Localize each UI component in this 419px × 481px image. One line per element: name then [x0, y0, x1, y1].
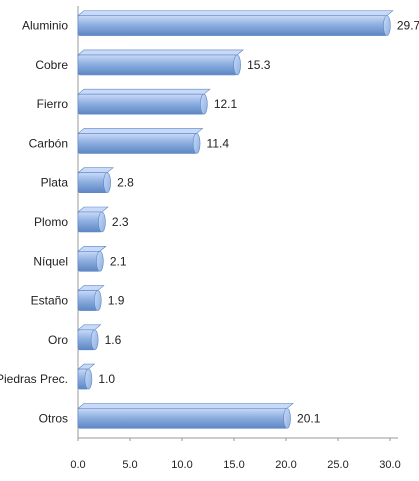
data-label: 2.8 — [117, 176, 134, 190]
bar-body — [77, 408, 288, 429]
bar — [77, 363, 96, 390]
bar-end-cap — [383, 15, 391, 36]
bar-body — [77, 172, 108, 194]
category-label: Plata — [41, 176, 69, 190]
bar-end-cap — [96, 250, 104, 272]
data-label: 1.9 — [108, 294, 125, 308]
bar — [77, 128, 204, 154]
bar-body — [77, 93, 205, 115]
data-label: 20.1 — [297, 411, 321, 425]
bar-top-face — [77, 245, 107, 252]
x-tick-label: 10.0 — [171, 459, 192, 471]
bar — [77, 88, 211, 115]
category-label: Otros — [39, 411, 68, 425]
bar — [77, 324, 102, 351]
bar-end-cap — [98, 211, 106, 233]
x-tick-label: 25.0 — [327, 459, 348, 471]
data-label: 29.7 — [397, 19, 419, 33]
category-label: Fierro — [37, 97, 69, 111]
bar-end-cap — [233, 54, 241, 76]
data-label: 15.3 — [247, 58, 271, 72]
bars — [77, 10, 394, 429]
bar-body — [77, 133, 197, 154]
data-label: 11.4 — [207, 136, 230, 150]
bar-end-cap — [103, 172, 111, 194]
bar — [77, 49, 244, 76]
bar-end-cap — [84, 368, 93, 390]
category-label: Piedras Prec. — [0, 372, 68, 386]
bar-top-face — [77, 363, 96, 370]
x-tick-label: 0.0 — [70, 459, 85, 471]
data-label: 1.0 — [98, 372, 115, 386]
category-label: Aluminio — [22, 19, 68, 33]
bar — [77, 206, 109, 233]
bar-end-cap — [90, 329, 99, 351]
category-label: Estaño — [31, 294, 69, 308]
category-label: Carbón — [29, 136, 68, 150]
bar — [77, 285, 105, 311]
bar-top-face — [77, 88, 211, 95]
data-label: 1.6 — [105, 333, 122, 347]
category-label: Oro — [48, 333, 68, 347]
data-label: 2.1 — [110, 254, 127, 268]
bar-end-cap — [192, 133, 201, 154]
bar — [77, 245, 107, 272]
x-tick-label: 15.0 — [223, 459, 244, 471]
bar-body — [77, 15, 388, 36]
bar-end-cap — [283, 408, 291, 429]
category-label: Cobre — [35, 58, 68, 72]
category-label: Plomo — [34, 215, 68, 229]
x-tick-label: 5.0 — [122, 459, 137, 471]
bar-top-face — [77, 285, 105, 291]
x-tick-label: 30.0 — [379, 459, 400, 471]
bar-top-face — [77, 206, 109, 213]
bar-top-face — [77, 324, 102, 331]
bar-end-cap — [200, 93, 208, 115]
bar — [77, 10, 394, 36]
bar-top-face — [77, 403, 294, 409]
value-labels: 29.7 15.3 12.1 11.4 2.8 2.3 2.1 1.9 1.6 1.0 20.1 — [98, 19, 419, 426]
category-label: Níquel — [33, 254, 68, 268]
bar-top-face — [77, 10, 394, 16]
bar-end-cap — [93, 290, 102, 311]
data-label: 2.3 — [112, 215, 129, 229]
bar-top-face — [77, 167, 114, 174]
bar — [77, 167, 114, 194]
bar-top-face — [77, 49, 244, 56]
bar-top-face — [77, 128, 204, 134]
bar — [77, 403, 294, 429]
bar-body — [77, 54, 238, 76]
x-tick-labels: 0.0 5.0 10.0 15.0 20.0 25.0 30.0 — [70, 438, 401, 471]
data-label: 12.1 — [214, 97, 238, 111]
category-labels: Aluminio Cobre Fierro Carbón Plata Plomo Níque… — [0, 19, 68, 426]
x-tick-label: 20.0 — [275, 459, 296, 471]
